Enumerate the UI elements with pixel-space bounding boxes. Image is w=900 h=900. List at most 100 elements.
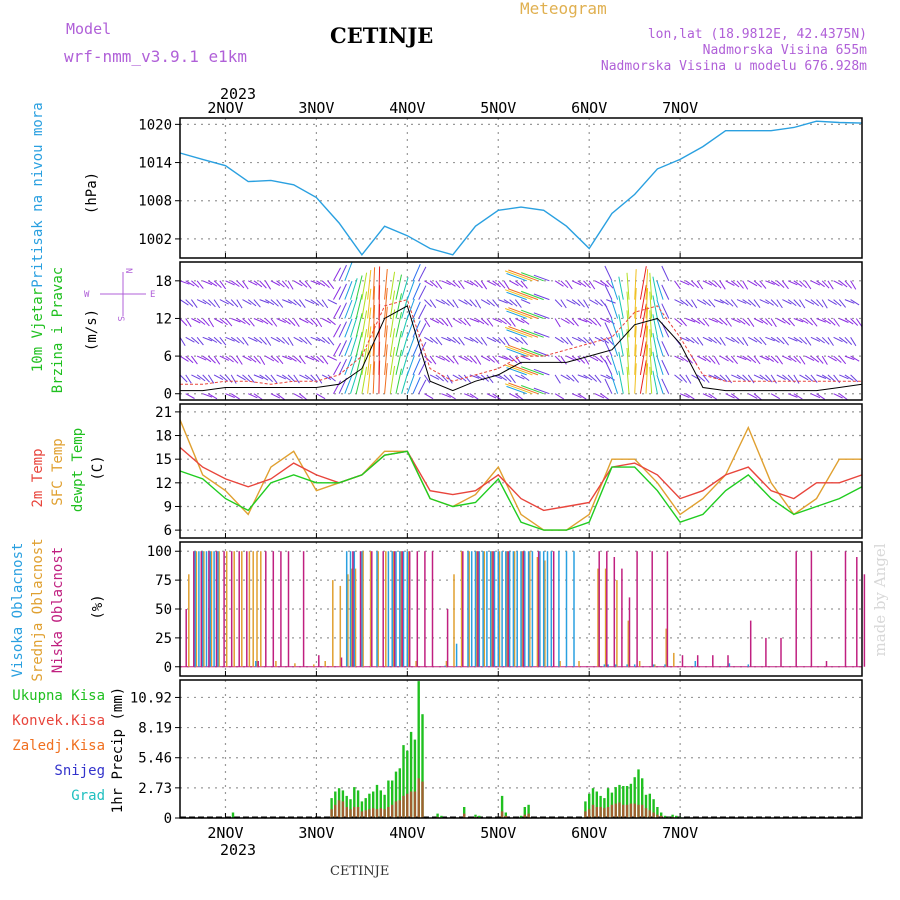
wind-compass: N W E S: [84, 268, 155, 321]
temp-sfc-line: [179, 419, 862, 531]
wind-arrow: [316, 393, 326, 400]
wind-arrow: [776, 318, 786, 324]
wind-arrow: [554, 393, 564, 400]
wind-arrow: [652, 295, 658, 319]
wind-arrow: [571, 393, 582, 399]
wind-arrow: [509, 393, 519, 399]
wind-arrow: [429, 374, 440, 380]
wind-arrow: [588, 299, 599, 305]
wind-arrow: [230, 280, 240, 287]
total-rain-bar: [588, 793, 591, 818]
wind-arrow: [827, 280, 834, 290]
wind-arrow: [458, 280, 465, 290]
wind-arrow: [486, 299, 495, 307]
wind-arrow: [333, 305, 342, 319]
top-day-label: 5NOV: [480, 99, 516, 117]
wind-arrow: [441, 336, 451, 342]
wind-arrow: [299, 355, 306, 365]
wind-arrow: [639, 322, 647, 357]
wind-arrow: [571, 318, 579, 327]
wind-arrow: [577, 280, 587, 288]
wind-arrow: [412, 320, 421, 338]
wind-arrow: [441, 393, 451, 398]
wind-arrow: [520, 280, 528, 289]
wind-arrow: [816, 280, 825, 288]
total-rain-bar: [660, 812, 663, 818]
total-rain-bar: [474, 814, 477, 818]
precip-frame: [179, 679, 863, 819]
wind-arrow: [441, 318, 449, 327]
wind-arrow: [604, 265, 613, 282]
conv-rain-bar: [527, 813, 530, 818]
total-rain-bar: [652, 799, 655, 818]
total-rain-bar: [364, 798, 367, 818]
wind-arrow: [361, 329, 368, 357]
wind-arrow: [520, 355, 531, 361]
wind-arrow: [242, 337, 249, 346]
total-rain-bar: [440, 815, 443, 818]
wind-arrow: [441, 299, 450, 306]
wind-arrow: [372, 267, 376, 300]
wind-arrow: [600, 393, 610, 400]
wind-arrow: [649, 272, 653, 300]
bottom-day-label: 5NOV: [480, 824, 516, 842]
wind-arrow: [412, 282, 421, 300]
wind-arrow: [508, 382, 539, 395]
wind-arrow: [610, 280, 619, 300]
wind-arrow: [361, 291, 368, 319]
wind-arrow: [610, 374, 619, 394]
wind-arrow: [685, 318, 696, 323]
wind-arrow: [293, 355, 302, 364]
wind-arrow: [463, 318, 471, 327]
wind-arrow: [504, 270, 533, 282]
wind-arrow: [685, 393, 695, 400]
total-rain-bar: [349, 799, 352, 818]
conv-rain-bar: [588, 809, 591, 818]
wind-arrow: [804, 318, 814, 326]
wind-arrow: [316, 336, 326, 343]
wind-arrow: [765, 280, 775, 285]
wind-arrow: [719, 337, 726, 346]
temp-ytick-label: 12: [155, 476, 172, 492]
wind-arrow: [287, 280, 294, 290]
wind-arrow: [503, 355, 513, 362]
wind-arrow: [799, 374, 809, 381]
total-rain-bar: [409, 731, 413, 818]
wind-arrow: [770, 374, 777, 384]
wind-arrow: [264, 318, 273, 326]
pressure-ytick-label: 1014: [138, 156, 172, 172]
wind-arrow: [514, 280, 524, 288]
wind-arrow: [554, 336, 564, 344]
wind-arrow: [708, 355, 716, 364]
wind-arrow: [446, 280, 456, 287]
wind-arrow: [304, 374, 314, 382]
wind-arrow: [270, 336, 281, 343]
wind-arrow: [310, 280, 321, 285]
total-rain-bar: [595, 791, 598, 818]
wind-arrow: [406, 374, 415, 394]
wind-arrow: [850, 299, 860, 306]
wind-arrow: [310, 299, 320, 306]
cloud-ytick-label: 75: [155, 573, 172, 589]
wind-arrow: [799, 355, 806, 365]
wind-arrow: [219, 318, 228, 326]
wind-arrow: [344, 356, 353, 376]
conv-rain-bar: [618, 802, 621, 818]
wind-arrow: [469, 393, 479, 400]
wind-arrow: [816, 318, 826, 323]
wind-arrow: [708, 280, 717, 288]
wind-arrow: [833, 299, 842, 307]
wind-arrow: [560, 318, 570, 324]
wind-arrow: [463, 355, 473, 363]
wind-arrow: [190, 299, 198, 308]
total-rain-bar: [330, 798, 333, 818]
wind-arrow: [776, 336, 785, 345]
conv-rain-bar: [353, 807, 356, 818]
wind-arrow: [504, 383, 533, 395]
wind-arrow: [230, 299, 239, 308]
wind-arrow: [583, 299, 590, 309]
wind-arrow: [469, 299, 477, 308]
wind-arrow: [520, 336, 528, 346]
wind-arrow: [759, 355, 770, 361]
wind-arrow: [560, 280, 569, 289]
